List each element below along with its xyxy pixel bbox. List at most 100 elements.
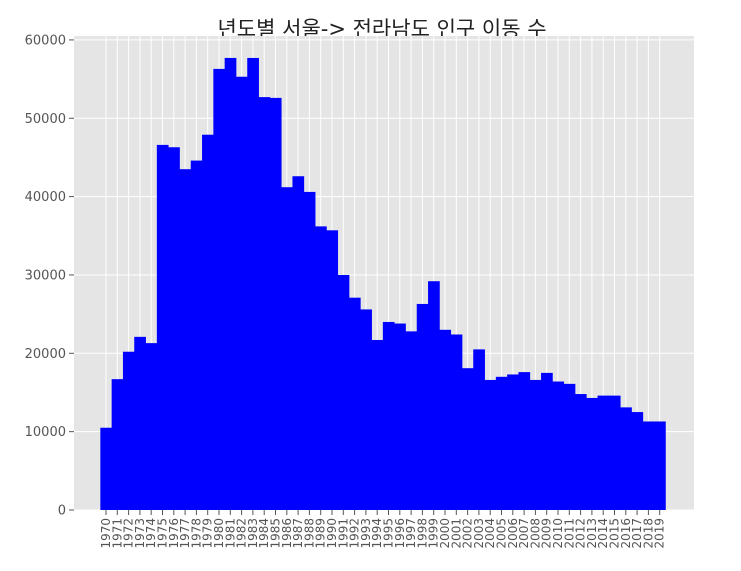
- bar: [405, 331, 418, 510]
- bar: [292, 176, 305, 510]
- bar: [563, 383, 576, 510]
- y-tick-label: 0: [58, 504, 66, 519]
- x-tick-label: 1973: [133, 518, 147, 549]
- x-tick-label: 2002: [461, 518, 475, 549]
- bar: [473, 349, 485, 510]
- x-tick-label: 1997: [404, 518, 418, 549]
- bar: [371, 339, 384, 510]
- bar: [111, 379, 124, 510]
- bar: [631, 412, 644, 510]
- bar: [552, 381, 565, 510]
- bar: [529, 379, 542, 510]
- bar: [620, 407, 632, 510]
- x-tick-label: 1971: [110, 518, 124, 549]
- bar: [428, 281, 440, 510]
- y-tick-label: 60000: [25, 33, 66, 48]
- y-tick-label: 30000: [25, 268, 66, 283]
- bar: [642, 421, 655, 510]
- x-tick-label: 1988: [302, 518, 316, 549]
- x-tick-label: 1981: [223, 518, 237, 549]
- x-tick-label: 1991: [336, 518, 350, 549]
- bar: [315, 226, 327, 510]
- bar: [507, 374, 519, 510]
- bar: [224, 57, 237, 510]
- x-tick-label: 2008: [528, 518, 542, 549]
- x-tick-label: 1976: [167, 518, 181, 549]
- y-tick-label: 10000: [25, 425, 66, 440]
- y-axis: 0 10000 20000 30000 40000 50000 60000: [25, 33, 74, 519]
- bar: [258, 97, 271, 510]
- x-tick-label: 2015: [608, 518, 622, 549]
- x-tick-label: 1989: [314, 518, 328, 549]
- x-tick-label: 1972: [122, 518, 136, 549]
- bar: [654, 421, 666, 510]
- y-tick-label: 20000: [25, 347, 66, 362]
- x-tick-label: 1990: [325, 518, 339, 549]
- x-tick-label: 1978: [189, 518, 203, 549]
- x-tick-label: 2018: [641, 518, 655, 549]
- x-tick-label: 1979: [201, 518, 215, 549]
- bar: [382, 321, 395, 510]
- x-tick-label: 1987: [291, 518, 305, 549]
- x-tick-label: 1995: [382, 518, 396, 549]
- x-tick-label: 1996: [393, 518, 407, 549]
- x-tick-label: 2016: [619, 518, 633, 549]
- bar: [439, 329, 452, 510]
- x-tick-label: 1999: [427, 518, 441, 549]
- bar: [597, 395, 610, 510]
- x-tick-label: 2006: [506, 518, 520, 549]
- x-tick-label: 2019: [653, 518, 667, 549]
- x-tick-label: 2017: [630, 518, 644, 549]
- bar: [416, 303, 429, 510]
- x-tick-label: 1992: [348, 518, 362, 549]
- bar: [518, 372, 531, 510]
- x-tick-label: 2005: [495, 518, 509, 549]
- x-tick-label: 2012: [574, 518, 588, 549]
- bar: [586, 397, 598, 510]
- bar: [281, 187, 293, 511]
- bar: [574, 394, 587, 510]
- x-tick-label: 1983: [246, 518, 260, 549]
- y-tick-label: 50000: [25, 112, 66, 127]
- bar: [326, 230, 339, 510]
- bar: [360, 309, 372, 510]
- bar: [450, 334, 463, 510]
- x-tick-label: 1998: [415, 518, 429, 549]
- x-tick-label: 2011: [562, 518, 576, 549]
- y-tick-label: 40000: [25, 190, 66, 205]
- bar: [337, 274, 350, 510]
- x-tick-label: 1994: [370, 518, 384, 549]
- x-tick-label: 2000: [438, 518, 452, 549]
- x-tick-label: 1986: [280, 518, 294, 549]
- x-tick-label: 1980: [212, 518, 226, 549]
- x-axis: 1970197119721973197419751976197719781979…: [99, 510, 667, 549]
- x-tick-label: 2014: [596, 518, 610, 549]
- bar: [168, 147, 180, 510]
- bar: [394, 323, 406, 510]
- bar: [190, 160, 203, 510]
- bar: [202, 134, 214, 511]
- bar: [247, 57, 259, 510]
- bar: [608, 395, 621, 510]
- bar: [235, 76, 248, 511]
- bar: [179, 169, 192, 511]
- x-tick-label: 2001: [449, 518, 463, 549]
- bar: [269, 97, 282, 510]
- bar: [495, 376, 508, 510]
- bars: [100, 57, 666, 511]
- x-tick-label: 1977: [178, 518, 192, 549]
- bar: [134, 336, 146, 510]
- x-tick-label: 1975: [156, 518, 170, 549]
- bar: [348, 297, 361, 510]
- bar: [145, 343, 158, 510]
- x-tick-label: 1974: [144, 518, 158, 549]
- x-tick-label: 1993: [359, 518, 373, 549]
- bar: [122, 351, 135, 510]
- x-tick-label: 2003: [472, 518, 486, 549]
- x-tick-label: 2013: [585, 518, 599, 549]
- x-tick-label: 2010: [551, 518, 565, 549]
- bar: [484, 379, 497, 510]
- x-tick-label: 1985: [269, 518, 283, 549]
- x-tick-label: 1970: [99, 518, 113, 549]
